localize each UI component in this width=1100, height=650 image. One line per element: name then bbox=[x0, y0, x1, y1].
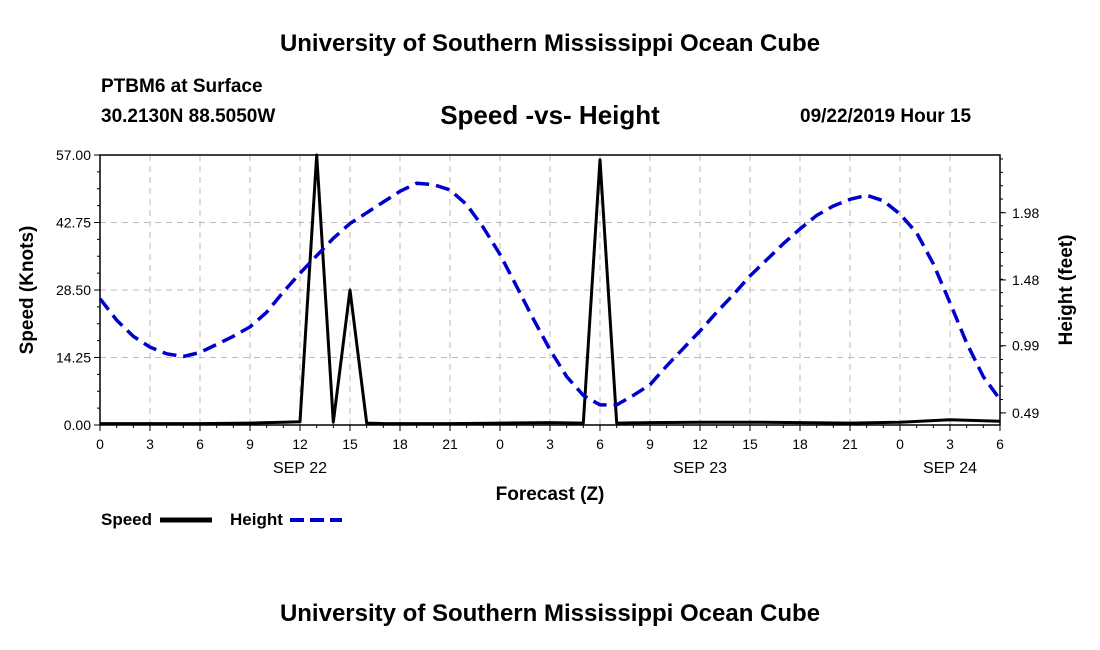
y-left-tick-label: 0.00 bbox=[64, 417, 91, 433]
x-tick-label: 12 bbox=[292, 436, 308, 452]
y-left-tick-label: 14.25 bbox=[56, 350, 91, 366]
x-tick-label: 18 bbox=[392, 436, 408, 452]
date-label: SEP 24 bbox=[923, 460, 977, 477]
date-label: SEP 22 bbox=[273, 460, 327, 477]
x-tick-label: 9 bbox=[246, 436, 254, 452]
legend-height-label: Height bbox=[230, 510, 283, 529]
x-tick-label: 21 bbox=[842, 436, 858, 452]
x-tick-label: 12 bbox=[692, 436, 708, 452]
x-tick-label: 3 bbox=[146, 436, 154, 452]
page-title-top: University of Southern Mississippi Ocean… bbox=[279, 30, 821, 57]
x-tick-label: 0 bbox=[96, 436, 104, 452]
page-title-bottom: University of Southern Mississippi Ocean… bbox=[279, 600, 821, 627]
legend-speed-label: Speed bbox=[101, 510, 152, 529]
x-tick-label: 3 bbox=[946, 436, 954, 452]
x-tick-label: 0 bbox=[496, 436, 504, 452]
y-axis-left-label: Speed (Knots) bbox=[17, 226, 38, 355]
legend: Speed Height bbox=[101, 510, 342, 529]
series-line-speed bbox=[100, 153, 1001, 426]
axes: 0 3 6 9 12 15 18 21 0 3 6 9 12 15 18 21 0 3 6 SEP 22 SEP 23 S… bbox=[56, 147, 1040, 477]
y-right-tick-label: 0.49 bbox=[1012, 405, 1039, 421]
y-right-tick-label: 1.48 bbox=[1012, 272, 1039, 288]
y-right-tick-label: 0.99 bbox=[1012, 338, 1039, 354]
x-axis-label: Forecast (Z) bbox=[496, 484, 605, 505]
x-tick-label: 15 bbox=[742, 436, 758, 452]
y-axis-right-label: Height (feet) bbox=[1056, 235, 1077, 346]
y-right-tick-label: 1.98 bbox=[1012, 205, 1039, 221]
datetime-label: 09/22/2019 Hour 15 bbox=[800, 106, 972, 127]
chart-subtitle: Speed -vs- Height bbox=[440, 100, 660, 130]
series bbox=[98, 153, 1002, 426]
coordinates-label: 30.2130N 88.5050W bbox=[101, 106, 276, 127]
y-left-tick-label: 57.00 bbox=[56, 147, 91, 163]
x-tick-label: 18 bbox=[792, 436, 808, 452]
x-tick-label: 15 bbox=[342, 436, 358, 452]
x-tick-label: 6 bbox=[596, 436, 604, 452]
x-tick-label: 9 bbox=[646, 436, 654, 452]
x-tick-label: 0 bbox=[896, 436, 904, 452]
y-left-tick-label: 42.75 bbox=[56, 215, 91, 231]
x-tick-label: 6 bbox=[196, 436, 204, 452]
station-label: PTBM6 at Surface bbox=[101, 76, 263, 97]
grid bbox=[100, 155, 1000, 425]
series-line-height bbox=[98, 181, 1002, 407]
date-label: SEP 23 bbox=[673, 460, 727, 477]
x-tick-label: 21 bbox=[442, 436, 458, 452]
y-left-tick-label: 28.50 bbox=[56, 282, 91, 298]
x-tick-label: 6 bbox=[996, 436, 1004, 452]
x-tick-label: 3 bbox=[546, 436, 554, 452]
